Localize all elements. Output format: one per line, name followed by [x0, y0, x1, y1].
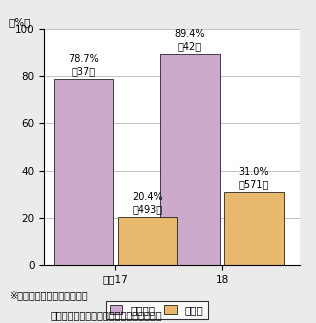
Text: 89.4%
（42）: 89.4% （42） [175, 29, 205, 51]
Text: ※　（　）内の数値は団体数: ※ （ ）内の数値は団体数 [9, 291, 88, 300]
Bar [118, 217, 177, 265]
Bar [54, 79, 113, 265]
Bar [224, 192, 283, 265]
Text: 20.4%
（493）: 20.4% （493） [132, 192, 163, 214]
Text: （%）: （%） [9, 17, 31, 27]
Text: 78.7%
（37）: 78.7% （37） [68, 54, 99, 77]
Text: （出典）総務省「地方自治情報管理概要」: （出典）総務省「地方自治情報管理概要」 [51, 310, 162, 320]
Text: 31.0%
（571）: 31.0% （571） [239, 167, 269, 189]
Bar [160, 54, 220, 265]
Legend: 都道府県, 市町村: 都道府県, 市町村 [106, 301, 208, 319]
